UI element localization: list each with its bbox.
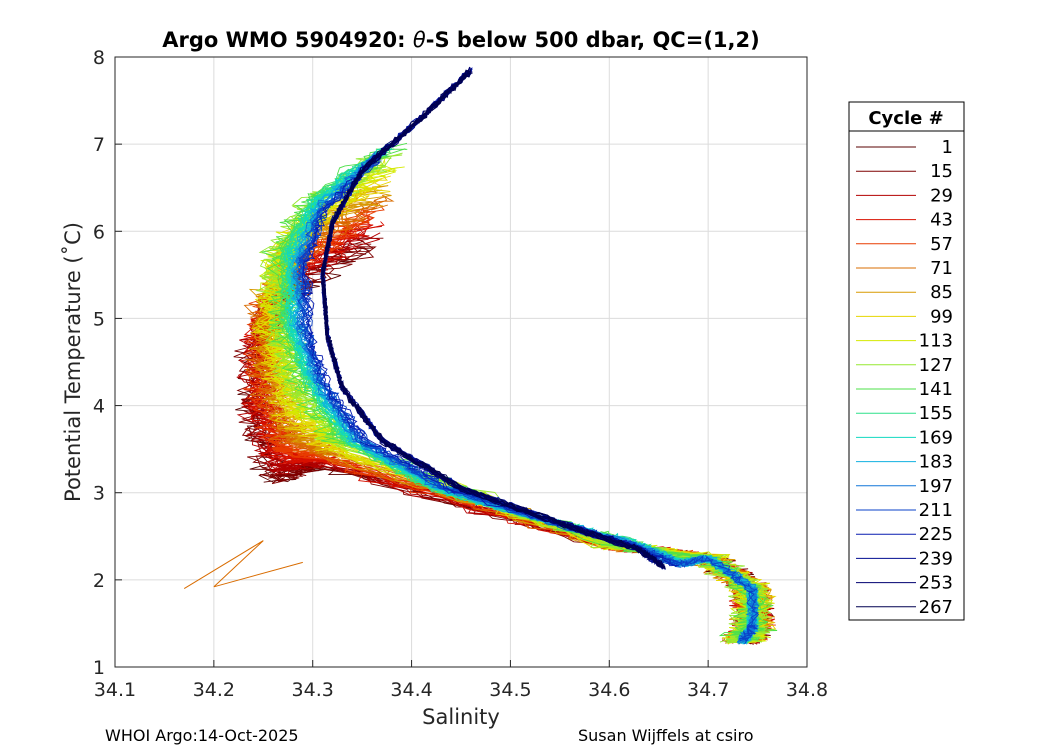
footer-left: WHOI Argo:14-Oct-2025 <box>105 726 299 745</box>
y-tick-label: 2 <box>93 570 105 592</box>
profile-line <box>267 148 774 642</box>
x-tick-label: 34.7 <box>687 679 729 701</box>
legend-entry-label: 127 <box>919 355 953 376</box>
y-tick-label: 3 <box>93 483 105 505</box>
legend-entry-label: 57 <box>930 234 953 255</box>
legend-entry-label: 71 <box>930 258 953 279</box>
y-tick-label: 8 <box>93 47 105 69</box>
profiles <box>183 66 778 645</box>
legend-title: Cycle # <box>868 108 943 129</box>
profile-line <box>321 69 664 568</box>
x-tick-label: 34.1 <box>94 679 136 701</box>
legend-entry-label: 211 <box>919 500 953 521</box>
profile-line <box>321 72 666 568</box>
legend-entries: 1 15 29 43 57 71 85 99 113 127 141 155 169 183 197 211 2… <box>856 137 953 618</box>
profile-outlier <box>183 540 303 590</box>
legend-entry-label: 155 <box>919 403 953 424</box>
plot-background <box>115 57 807 667</box>
legend-entry-label: 141 <box>919 379 953 400</box>
y-tick-label: 4 <box>93 396 105 418</box>
grid <box>114 56 808 668</box>
legend-entry-label: 29 <box>930 185 953 206</box>
legend-entry-label: 239 <box>919 548 953 569</box>
legend-entry-label: 169 <box>919 427 953 448</box>
x-axis-label: Salinity <box>422 705 500 729</box>
legend-entry-label: 197 <box>919 476 953 497</box>
y-tick-label: 7 <box>93 134 105 156</box>
legend: Cycle # 1 15 29 43 57 71 85 99 113 127 141 155 169 18… <box>848 101 965 621</box>
legend-entry-label: 1 <box>942 137 953 158</box>
legend-entry-label: 99 <box>930 306 953 327</box>
footer-right: Susan Wijffels at csiro <box>578 726 754 745</box>
x-tick-label: 34.3 <box>292 679 334 701</box>
legend-entry-label: 253 <box>919 573 953 594</box>
x-tick-label: 34.6 <box>588 679 630 701</box>
y-tick-label: 6 <box>93 221 105 243</box>
chart-title: Argo WMO 5904920: θ-S below 500 dbar, QC… <box>162 28 759 52</box>
x-tick-label: 34.5 <box>489 679 531 701</box>
profile-line <box>263 152 772 643</box>
legend-entry-label: 225 <box>919 524 953 545</box>
legend-entry-label: 15 <box>930 161 953 182</box>
ticks: 34.1 34.2 34.3 34.4 34.5 34.6 34.7 34.8 1 2 3 4 5 6 7 8 <box>93 47 828 701</box>
legend-entry-label: 183 <box>919 452 953 473</box>
x-tick-label: 34.2 <box>193 679 235 701</box>
x-tick-label: 34.8 <box>786 679 828 701</box>
legend-entry-label: 85 <box>930 282 953 303</box>
legend-entry-label: 267 <box>919 597 953 618</box>
y-tick-label: 5 <box>93 308 105 330</box>
legend-entry-label: 43 <box>930 210 953 231</box>
plot-frame <box>114 56 808 668</box>
legend-entry-label: 113 <box>919 331 953 352</box>
y-axis-label: Potential Temperature (˚C) <box>61 222 85 502</box>
y-tick-label: 1 <box>93 657 105 679</box>
legend-box <box>848 101 965 621</box>
profile-line <box>301 157 677 567</box>
x-tick-label: 34.4 <box>390 679 432 701</box>
